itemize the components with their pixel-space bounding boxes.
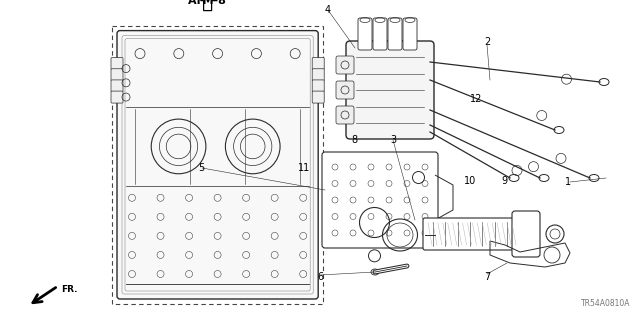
Text: 10: 10 [464, 176, 476, 186]
FancyBboxPatch shape [111, 91, 123, 103]
FancyBboxPatch shape [312, 91, 324, 103]
Text: 11: 11 [298, 163, 310, 173]
FancyBboxPatch shape [111, 58, 123, 69]
Text: 8: 8 [351, 135, 357, 145]
FancyBboxPatch shape [388, 18, 402, 50]
Text: 7: 7 [484, 272, 490, 282]
FancyBboxPatch shape [312, 80, 324, 92]
Text: 2: 2 [484, 37, 490, 47]
Text: 6: 6 [317, 272, 323, 282]
FancyBboxPatch shape [111, 69, 123, 81]
Text: 1: 1 [565, 177, 571, 187]
Text: 4: 4 [325, 5, 331, 15]
FancyBboxPatch shape [312, 58, 324, 69]
FancyBboxPatch shape [322, 152, 438, 248]
Text: 5: 5 [198, 163, 204, 173]
Bar [112, 26, 323, 304]
FancyBboxPatch shape [336, 106, 354, 124]
FancyBboxPatch shape [403, 18, 417, 50]
Text: 3: 3 [390, 135, 396, 145]
FancyBboxPatch shape [358, 18, 372, 50]
FancyBboxPatch shape [336, 81, 354, 99]
FancyBboxPatch shape [423, 218, 517, 250]
Text: 9: 9 [501, 176, 507, 186]
Text: TR54A0810A: TR54A0810A [580, 299, 630, 308]
Text: ATM-8: ATM-8 [188, 0, 227, 6]
FancyBboxPatch shape [373, 18, 387, 50]
Text: 12: 12 [470, 94, 482, 104]
FancyBboxPatch shape [346, 41, 434, 139]
FancyBboxPatch shape [512, 211, 540, 257]
FancyBboxPatch shape [117, 31, 318, 299]
FancyBboxPatch shape [312, 69, 324, 81]
FancyBboxPatch shape [336, 56, 354, 74]
Text: FR.: FR. [61, 285, 77, 294]
FancyBboxPatch shape [111, 80, 123, 92]
